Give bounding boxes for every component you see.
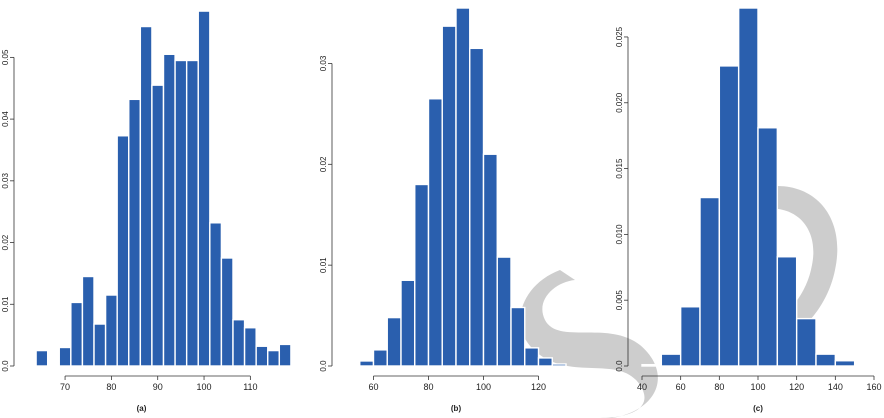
y-tick-label-a: 0.0 [1,360,10,372]
histogram-bar-b-13 [510,306,526,367]
histogram-panel-c: 40 60 80 100 120 140 160 0.0 0.005 0.010 0.015 0.02… [615,7,882,413]
x-tick-label-b: 120 [531,382,546,392]
y-tick-label-a: 0.03 [1,172,10,188]
y-tick-label-b: 0.01 [319,257,328,273]
panel-label-b: (b) [451,404,462,413]
x-tick-label-a: 70 [60,382,70,392]
x-tick-label-c: 40 [637,382,647,392]
histogram-bar-a-7 [116,135,130,367]
histogram-bar-b-5 [400,279,416,367]
histogram-bar-b-12 [496,256,512,367]
histogram-bar-a-16 [220,257,234,367]
histogram-bar-a-1 [35,349,49,367]
histogram-bar-b-8 [441,25,457,367]
y-tick-label-c: 0.025 [615,26,624,47]
histogram-bar-a-4 [81,275,95,367]
histogram-bar-a-13 [185,59,199,367]
y-tick-label-a: 0.01 [1,296,10,312]
y-tick-label-a: 0.02 [1,234,10,250]
histogram-bar-a-18 [243,327,257,367]
histogram-bar-a-8 [128,98,142,367]
histogram-bar-a-9 [139,25,153,367]
x-tick-label-c: 80 [714,382,724,392]
histogram-bar-a-21 [278,343,292,367]
histogram-bar-c-4 [699,196,721,367]
histogram-bar-a-3 [70,301,84,367]
histogram-bar-a-14 [197,10,211,367]
histogram-bar-a-19 [255,345,269,367]
watermark-logo [520,185,838,418]
histogram-bar-b-16 [551,363,567,367]
y-tick-label-b: 0.0 [319,360,328,372]
histogram-bar-c-3 [679,306,701,367]
histogram-bar-a-6 [104,294,118,367]
histogram-bar-b-2 [359,360,375,367]
histogram-panel-b: 60 80 100 120 0.0 0.01 0.02 0.03 (b) [319,7,567,413]
y-tick-label-c: 0.015 [615,158,624,179]
y-tick-label-b: 0.02 [319,156,328,172]
histogram-bar-a-2 [58,346,72,367]
x-tick-label-c: 140 [828,382,843,392]
histogram-bar-c-8 [776,256,798,367]
histogram-bar-b-15 [537,357,553,367]
x-tick-label-a: 90 [153,382,163,392]
histogram-bar-b-6 [414,183,430,367]
histogram-bar-a-17 [232,319,246,367]
y-tick-label-c: 0.010 [615,224,624,245]
histogram-bar-b-4 [386,316,402,367]
histogram-bar-c-6 [737,7,759,367]
histogram-bar-a-20 [267,349,281,367]
histogram-bar-a-15 [209,222,223,367]
histogram-panel-a: 70 80 90 100 110 0.0 0.01 0.02 0.03 0.04 0.05 (a) [1,10,292,413]
histogram-bar-c-12 [853,363,875,367]
y-tick-label-c: 0.005 [615,290,624,311]
histogram-bar-c-1 [641,363,663,367]
y-tick-label-a: 0.04 [1,111,10,127]
histogram-bar-a-10 [151,84,165,367]
x-tick-label-c: 120 [789,382,804,392]
histogram-bar-b-11 [482,153,498,367]
histogram-bar-b-14 [524,347,540,367]
y-tick-label-b: 0.03 [319,55,328,71]
histogram-bar-c-5 [718,65,740,367]
histogram-bar-a-11 [162,53,176,367]
histogram-bar-b-9 [455,7,471,367]
y-tick-label-a: 0.05 [1,49,10,65]
x-tick-label-a: 100 [197,382,212,392]
histogram-bar-c-9 [795,317,817,367]
x-tick-label-c: 100 [750,382,765,392]
x-tick-label-b: 100 [476,382,491,392]
histogram-bar-b-1 [345,364,361,367]
histogram-bar-c-2 [660,353,682,367]
panel-label-c: (c) [753,404,763,413]
histogram-bar-c-10 [815,353,837,367]
histogram-bar-a-12 [174,59,188,367]
x-tick-label-c: 60 [676,382,686,392]
x-tick-label-a: 80 [106,382,116,392]
y-tick-label-c: 0.020 [615,92,624,113]
histogram-bar-b-3 [372,349,388,367]
x-tick-label-a: 110 [243,382,257,392]
watermark-d-shape [700,185,838,360]
histogram-bar-c-11 [834,360,856,367]
x-tick-label-c: 160 [866,382,881,392]
histogram-bar-b-7 [427,98,443,367]
histogram-bar-b-10 [469,47,485,367]
x-tick-label-b: 60 [368,382,378,392]
histogram-bar-c-7 [757,127,779,367]
watermark-s-shape [520,270,658,418]
histogram-bar-a-5 [93,323,107,367]
panel-label-a: (a) [137,404,147,413]
y-tick-label-c: 0.0 [615,360,624,372]
x-tick-label-b: 80 [423,382,433,392]
